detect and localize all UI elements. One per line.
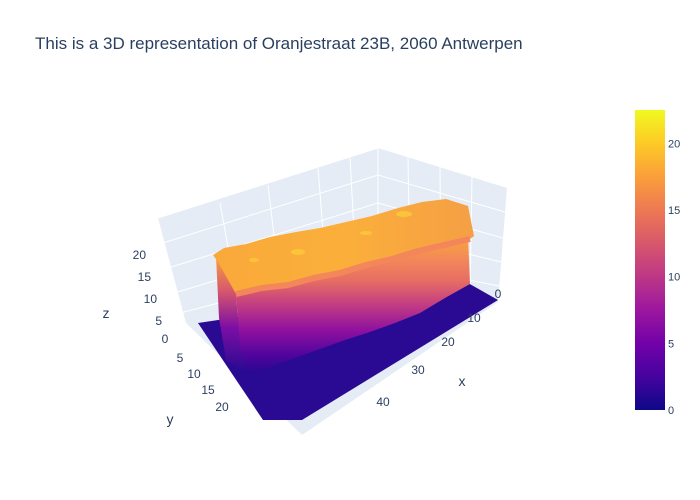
roof-edge-highlight <box>235 236 471 297</box>
z-axis-label: z <box>103 305 110 321</box>
z-axis-ticks: 5 10 15 20 <box>133 248 163 328</box>
roof-highlights <box>249 211 412 262</box>
building-surface <box>213 199 474 375</box>
x-tick-label: 20 <box>441 335 455 349</box>
colorbar-tick-label: 10 <box>668 272 680 284</box>
y-axis-ticks: 0 5 10 15 20 <box>162 332 229 414</box>
y-tick-label: 15 <box>201 383 215 397</box>
x-axis-label: x <box>459 373 466 389</box>
colorbar-tick-label: 20 <box>668 138 680 150</box>
y-tick-label: 0 <box>162 332 169 346</box>
x-axis-ticks: 0 10 20 30 40 <box>376 287 501 409</box>
building-front-wall <box>236 236 470 375</box>
z-tick-label: 5 <box>155 314 162 328</box>
z-tick-label: 20 <box>133 248 147 262</box>
colorbar-ticks: 0 5 10 15 20 <box>668 138 680 417</box>
colorbar-gradient <box>635 110 665 410</box>
y-tick-label: 5 <box>177 351 184 365</box>
colorbar: 0 5 10 15 20 <box>635 110 680 417</box>
x-tick-label: 10 <box>467 311 481 325</box>
x-tick-label: 40 <box>376 395 390 409</box>
z-tick-label: 15 <box>138 270 152 284</box>
y-tick-label: 10 <box>187 367 201 381</box>
colorbar-tick-label: 5 <box>668 338 674 350</box>
colorbar-tick-label: 15 <box>668 205 680 217</box>
chart-title: This is a 3D representation of Oranjestr… <box>35 34 523 53</box>
colorbar-tick-label: 0 <box>668 405 674 417</box>
x-tick-label: 30 <box>411 363 425 377</box>
x-tick-label: 0 <box>495 287 502 301</box>
building-roof <box>213 199 474 294</box>
y-tick-label: 20 <box>215 400 229 414</box>
z-tick-label: 10 <box>144 292 158 306</box>
y-axis-label: y <box>167 411 174 427</box>
building-end-wall <box>216 256 250 375</box>
